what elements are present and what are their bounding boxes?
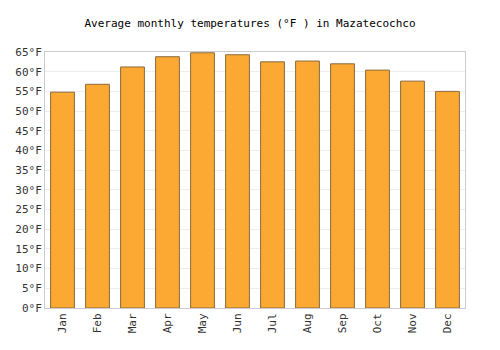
svg-text:Jan: Jan [56,313,69,333]
svg-text:5°F: 5°F [22,282,42,295]
svg-text:Sep: Sep [336,313,349,333]
svg-text:50°F: 50°F [15,105,42,118]
svg-text:30°F: 30°F [15,184,42,197]
svg-text:25°F: 25°F [15,203,42,216]
svg-text:65°F: 65°F [15,46,42,59]
svg-text:Jun: Jun [231,313,244,333]
svg-text:15°F: 15°F [15,243,42,256]
svg-text:40°F: 40°F [15,144,42,157]
svg-text:Jul: Jul [266,313,279,333]
svg-text:Oct: Oct [371,313,384,333]
svg-text:May: May [196,313,209,333]
svg-text:Average monthly temperatures (: Average monthly temperatures (°F ) in Ma… [84,17,415,30]
svg-text:Dec: Dec [441,313,454,333]
svg-text:Feb: Feb [91,313,104,333]
svg-text:10°F: 10°F [15,262,42,275]
svg-text:35°F: 35°F [15,164,42,177]
svg-text:Apr: Apr [161,313,174,333]
svg-text:20°F: 20°F [15,223,42,236]
svg-text:55°F: 55°F [15,85,42,98]
svg-text:45°F: 45°F [15,125,42,138]
svg-text:60°F: 60°F [15,66,42,79]
svg-text:Nov: Nov [406,313,419,333]
svg-text:Aug: Aug [301,313,314,333]
svg-text:0°F: 0°F [22,302,42,315]
svg-text:Mar: Mar [126,313,139,333]
